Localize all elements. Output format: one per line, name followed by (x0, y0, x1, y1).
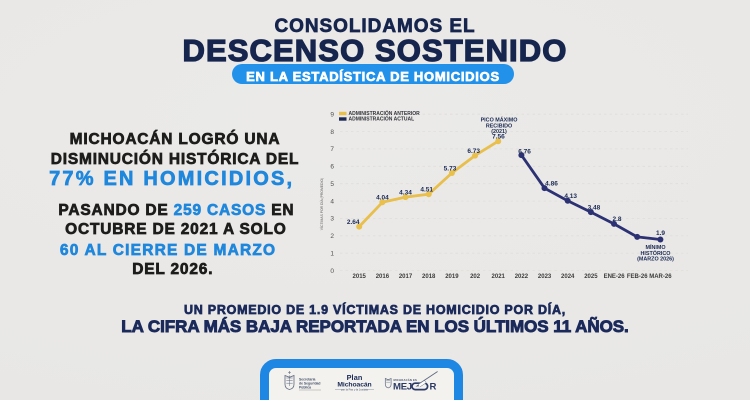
svg-text:4.04: 4.04 (376, 195, 389, 202)
svg-text:ADMINISTRACIÓN ACTUAL: ADMINISTRACIÓN ACTUAL (349, 115, 415, 123)
svg-text:2016: 2016 (376, 274, 390, 280)
svg-text:0: 0 (330, 268, 334, 275)
svg-text:6.76: 6.76 (518, 149, 531, 156)
svg-text:202: 202 (470, 274, 481, 280)
svg-text:2022: 2022 (515, 274, 529, 280)
svg-text:2023: 2023 (538, 274, 552, 280)
svg-text:MICHOACÁN ES: MICHOACÁN ES (394, 377, 417, 382)
svg-text:2015: 2015 (353, 274, 367, 280)
svg-text:2019: 2019 (445, 274, 459, 280)
svg-text:6: 6 (330, 164, 334, 171)
svg-text:(2021): (2021) (491, 129, 507, 135)
svg-text:HISTÓRICO: HISTÓRICO (641, 249, 671, 257)
svg-text:VÍCTIMAS POR DÍA (PROMEDIO): VÍCTIMAS POR DÍA (PROMEDIO) (320, 178, 324, 230)
svg-text:9: 9 (330, 112, 334, 119)
svg-text:8: 8 (330, 129, 334, 136)
svg-text:3: 3 (330, 216, 334, 223)
svg-text:4.34: 4.34 (399, 189, 412, 196)
svg-text:RECIBIDO: RECIBIDO (486, 123, 512, 129)
svg-text:FEB-26: FEB-26 (627, 274, 648, 280)
svg-text:4.86: 4.86 (545, 180, 558, 187)
svg-text:R: R (430, 382, 437, 393)
svg-text:MEJ: MEJ (393, 382, 412, 393)
svg-text:Pública: Pública (299, 385, 311, 389)
svg-text:4.13: 4.13 (564, 193, 577, 200)
svg-text:de Seguridad: de Seguridad (299, 381, 320, 385)
svg-text:2.64: 2.64 (347, 219, 360, 226)
svg-text:Secretaría: Secretaría (299, 378, 316, 382)
svg-text:MÍNIMO: MÍNIMO (645, 243, 665, 251)
svg-text:Michoacán: Michoacán (337, 381, 371, 388)
svg-text:2018: 2018 (422, 274, 436, 280)
svg-text:ENE-26: ENE-26 (604, 274, 626, 280)
svg-text:ADMINISTRACIÓN ANTERIOR: ADMINISTRACIÓN ANTERIOR (349, 109, 421, 117)
svg-text:4: 4 (330, 198, 334, 205)
svg-text:7.56: 7.56 (492, 134, 505, 141)
svg-text:2: 2 (330, 233, 334, 240)
svg-text:6.73: 6.73 (467, 148, 480, 155)
svg-text:(MARZO 2026): (MARZO 2026) (637, 257, 674, 263)
svg-text:7: 7 (330, 146, 334, 153)
svg-text:2021: 2021 (492, 274, 506, 280)
svg-text:5.73: 5.73 (444, 165, 457, 172)
svg-text:2024: 2024 (561, 274, 575, 280)
svg-text:Plan: Plan (347, 373, 363, 382)
svg-text:MAR-26: MAR-26 (649, 274, 672, 280)
svg-text:PICO MÁXIMO: PICO MÁXIMO (481, 117, 518, 124)
svg-text:3.48: 3.48 (588, 204, 601, 211)
svg-text:1: 1 (330, 251, 334, 258)
svg-text:1.9: 1.9 (656, 230, 665, 237)
svg-text:2017: 2017 (399, 274, 413, 280)
svg-text:4.51: 4.51 (420, 187, 433, 194)
svg-text:2.8: 2.8 (612, 216, 621, 223)
svg-text:5: 5 (330, 181, 334, 188)
svg-text:2025: 2025 (584, 274, 598, 280)
svg-text:por la Paz y la Justicia: por la Paz y la Justicia (341, 388, 368, 392)
